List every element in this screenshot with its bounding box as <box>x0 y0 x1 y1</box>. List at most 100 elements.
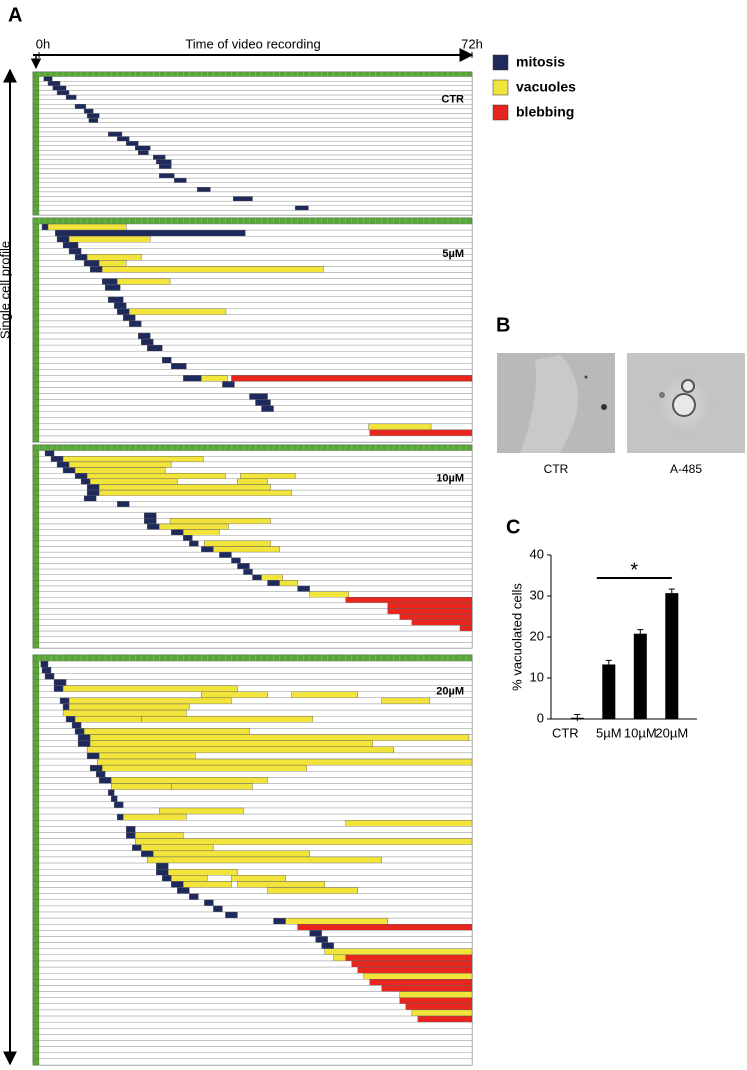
row-frame <box>32 619 473 626</box>
event-segment <box>369 979 473 986</box>
row-id-cell <box>32 456 40 463</box>
event-segment <box>113 302 127 310</box>
row-id-cell <box>32 136 40 142</box>
event-segment <box>162 875 172 882</box>
row-id-cell <box>32 673 40 680</box>
row-id-cell <box>32 248 40 255</box>
event-segment <box>183 881 232 888</box>
row-frame <box>32 1052 473 1060</box>
row-id-cell <box>32 393 40 400</box>
row-id-cell <box>32 467 40 474</box>
event-segment <box>68 248 82 255</box>
row-id-cell <box>32 108 40 114</box>
event-segment <box>159 807 244 815</box>
row-id-cell <box>32 568 40 575</box>
event-segment <box>98 489 292 496</box>
event-segment <box>141 850 154 858</box>
row-id-cell <box>32 150 40 156</box>
row-id-cell <box>32 205 40 211</box>
row-id-cell <box>32 512 40 519</box>
row-id-cell <box>32 76 40 82</box>
event-segment <box>53 679 67 686</box>
event-segment <box>129 308 227 316</box>
event-segment <box>369 429 473 437</box>
row-id-cell <box>32 308 40 316</box>
row-id-cell <box>32 357 40 364</box>
event-segment <box>381 697 431 705</box>
row-id-cell <box>32 272 40 279</box>
row-id-cell <box>32 979 40 986</box>
row-id-cell <box>32 813 40 821</box>
event-segment <box>141 844 214 852</box>
event-segment <box>132 844 142 852</box>
row-id-cell <box>32 917 40 925</box>
row-id-cell <box>32 1003 40 1011</box>
row-id-cell <box>32 154 40 160</box>
event-segment <box>135 145 151 151</box>
event-segment <box>101 266 324 273</box>
x-tick-label: 72h <box>461 36 483 51</box>
event-segment <box>222 381 235 388</box>
row-frame <box>32 182 473 188</box>
row-id-cell <box>32 838 40 845</box>
event-segment <box>86 484 100 491</box>
event-segment <box>309 591 349 598</box>
event-segment <box>399 991 473 998</box>
row-id-cell <box>32 314 40 322</box>
row-id-cell <box>32 141 40 146</box>
event-segment <box>110 795 118 803</box>
row-frame <box>32 512 473 519</box>
x-axis-title: Time of video recording <box>185 36 320 51</box>
event-segment <box>285 917 389 925</box>
row-frame <box>32 145 473 151</box>
row-frame <box>32 1021 473 1029</box>
row-frame <box>32 529 473 536</box>
event-segment <box>59 697 70 705</box>
row-frame <box>32 435 473 443</box>
row-id-cell <box>32 159 40 165</box>
row-id-cell <box>32 832 40 839</box>
row-frame <box>32 399 473 406</box>
event-segment <box>345 954 473 962</box>
row-frame <box>32 807 473 815</box>
row-frame <box>32 826 473 833</box>
row-id-cell <box>32 887 40 894</box>
row-frame <box>32 344 473 352</box>
bar <box>633 633 647 719</box>
event-segment <box>231 557 241 564</box>
row-id-cell <box>32 563 40 570</box>
event-segment <box>116 501 130 508</box>
event-segment <box>89 740 373 747</box>
row-id-cell <box>32 801 40 809</box>
row-frame <box>32 290 473 297</box>
event-segment <box>74 715 142 723</box>
event-segment <box>144 512 157 519</box>
row-frame <box>32 1034 473 1041</box>
row-id-cell <box>32 177 40 183</box>
row-id-cell <box>32 850 40 858</box>
row-id-cell <box>32 196 40 202</box>
row-frame <box>32 887 473 894</box>
event-segment <box>204 540 271 547</box>
event-segment <box>147 344 163 352</box>
event-segment <box>126 832 136 839</box>
event-segment <box>345 597 473 604</box>
row-id-cell <box>32 614 40 620</box>
row-frame <box>32 159 473 165</box>
row-id-cell <box>32 630 40 637</box>
event-segment <box>196 187 211 193</box>
x-tick-label: 10µM <box>624 725 657 740</box>
row-id-cell <box>32 94 40 100</box>
row-frame <box>32 150 473 156</box>
row-frame <box>32 942 473 949</box>
row-id-cell <box>32 911 40 919</box>
row-id-cell <box>32 326 40 334</box>
row-id-cell <box>32 991 40 998</box>
event-segment <box>95 771 106 778</box>
row-id-cell <box>32 1052 40 1060</box>
row-id-cell <box>32 210 40 216</box>
event-segment <box>279 580 298 587</box>
event-segment <box>65 715 76 723</box>
row-id-cell <box>32 523 40 530</box>
row-frame <box>32 127 473 133</box>
